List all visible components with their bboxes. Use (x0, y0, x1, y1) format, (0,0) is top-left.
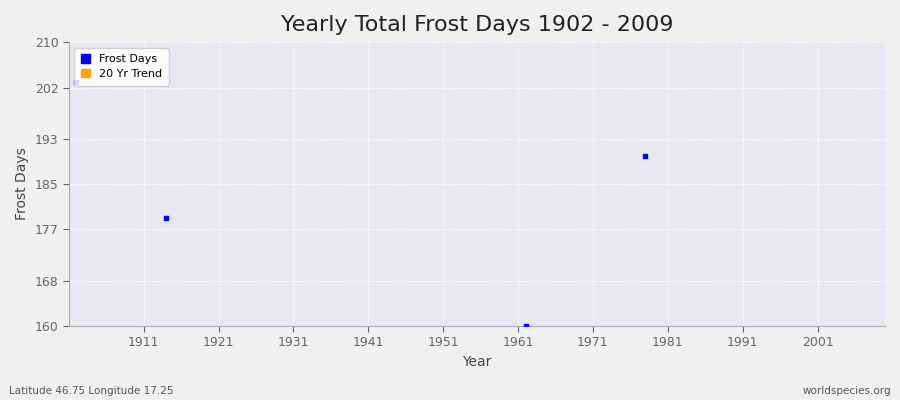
X-axis label: Year: Year (463, 355, 491, 369)
Point (518, 323, 533, 329)
Title: Yearly Total Frost Days 1902 - 2009: Yearly Total Frost Days 1902 - 2009 (281, 15, 673, 35)
Y-axis label: Frost Days: Frost Days (15, 148, 29, 220)
Point (159, 215, 174, 221)
Point (69, 79, 84, 85)
Point (638, 152, 652, 159)
Legend: Frost Days, 20 Yr Trend: Frost Days, 20 Yr Trend (75, 48, 168, 86)
Text: Latitude 46.75 Longitude 17.25: Latitude 46.75 Longitude 17.25 (9, 386, 174, 396)
Text: worldspecies.org: worldspecies.org (803, 386, 891, 396)
